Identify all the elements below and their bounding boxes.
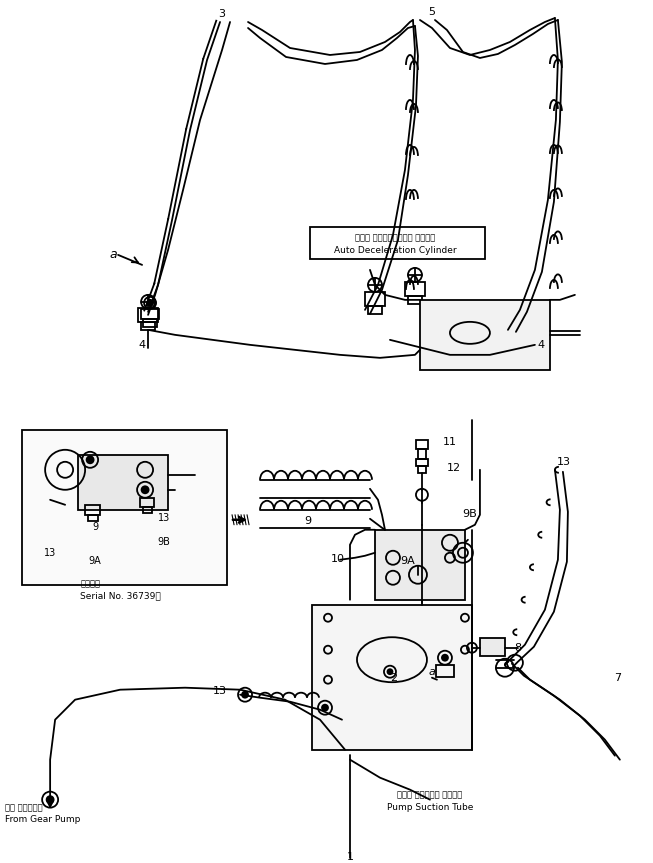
Bar: [141, 309, 159, 318]
Circle shape: [387, 669, 392, 674]
Text: 1: 1: [347, 852, 353, 861]
Text: 13: 13: [158, 513, 170, 523]
Text: a: a: [428, 667, 436, 677]
Bar: [420, 299, 550, 370]
Bar: [138, 308, 158, 322]
Circle shape: [87, 457, 93, 463]
Text: オート デセラレーション シリンダ: オート デセラレーション シリンダ: [355, 233, 435, 243]
Text: 9A: 9A: [89, 556, 101, 566]
Text: 9: 9: [92, 522, 98, 532]
Text: 適用号機: 適用号機: [80, 579, 100, 589]
Bar: [143, 507, 152, 513]
Text: 4: 4: [138, 340, 146, 350]
Bar: [78, 455, 168, 510]
Bar: [141, 322, 155, 330]
Bar: [140, 498, 154, 507]
Text: Auto Deceleration Cylinder: Auto Deceleration Cylinder: [334, 247, 456, 255]
Text: 13: 13: [557, 457, 571, 467]
Text: 7: 7: [614, 672, 622, 683]
Bar: [418, 466, 426, 473]
Text: 5: 5: [428, 7, 436, 17]
Text: From Gear Pump: From Gear Pump: [5, 816, 80, 824]
Bar: [85, 505, 100, 514]
Bar: [88, 514, 98, 520]
Circle shape: [442, 655, 448, 661]
Bar: [143, 318, 157, 327]
Text: 9A: 9A: [400, 556, 415, 566]
Text: 2: 2: [390, 672, 398, 683]
Text: 4: 4: [538, 340, 545, 350]
Text: 9: 9: [304, 516, 311, 526]
Text: 9B: 9B: [157, 537, 170, 547]
Bar: [418, 449, 426, 459]
Text: 8: 8: [514, 643, 521, 652]
Bar: [22, 430, 227, 585]
Bar: [368, 306, 382, 314]
Text: 3: 3: [219, 9, 225, 19]
Text: 11: 11: [443, 437, 457, 447]
Bar: [310, 227, 485, 259]
Text: Pump Suction Tube: Pump Suction Tube: [387, 803, 473, 812]
Text: 13: 13: [213, 686, 227, 696]
Bar: [365, 292, 385, 306]
Bar: [416, 459, 428, 466]
Circle shape: [147, 299, 153, 306]
Bar: [436, 665, 454, 677]
Bar: [375, 530, 465, 600]
Text: ポンプ サクション チューブ: ポンプ サクション チューブ: [397, 791, 462, 799]
Text: 10: 10: [331, 554, 345, 564]
Text: Serial No. 36739～: Serial No. 36739～: [80, 591, 161, 601]
Text: 9B: 9B: [462, 509, 477, 519]
Circle shape: [242, 692, 248, 697]
Circle shape: [46, 797, 54, 803]
Bar: [416, 440, 428, 449]
Text: ギヤ ポンプから: ギヤ ポンプから: [5, 803, 42, 812]
Text: 12: 12: [447, 463, 461, 473]
Circle shape: [142, 486, 149, 494]
Bar: [405, 282, 425, 296]
Bar: [480, 638, 505, 656]
Text: 13: 13: [44, 548, 56, 557]
Bar: [312, 605, 472, 750]
Circle shape: [322, 705, 328, 711]
Bar: [408, 296, 422, 304]
Text: a: a: [109, 249, 117, 261]
